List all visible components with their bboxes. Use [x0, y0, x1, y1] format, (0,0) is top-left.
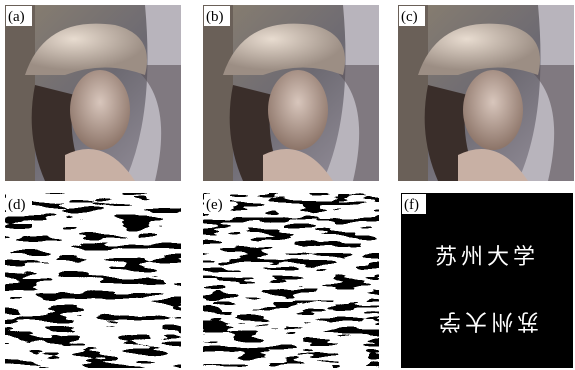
panel-label: (a) — [8, 9, 25, 25]
panel-a: (a) — [5, 5, 181, 181]
image — [5, 193, 181, 368]
panel-label: (e) — [206, 197, 223, 213]
image — [401, 193, 573, 368]
panel-e: (e) — [203, 193, 379, 368]
image — [203, 193, 379, 368]
image — [203, 5, 379, 181]
panel-label: (d) — [8, 197, 26, 213]
watermark-text-rotated: 苏州大学 — [435, 308, 539, 333]
figure: (a) (b) (c) (d) (e) (f) 苏州大学 苏州大学 — [0, 0, 575, 370]
image — [5, 5, 181, 181]
watermark-text: 苏州大学 — [435, 245, 539, 270]
panel-f: (f) 苏州大学 苏州大学 — [401, 193, 573, 368]
panel-c: (c) — [398, 5, 574, 181]
panel-label: (b) — [206, 9, 224, 25]
image — [398, 5, 574, 181]
panel-label: (c) — [401, 9, 418, 25]
panel-label: (f) — [404, 197, 419, 213]
panel-d: (d) — [5, 193, 181, 368]
panel-b: (b) — [203, 5, 379, 181]
